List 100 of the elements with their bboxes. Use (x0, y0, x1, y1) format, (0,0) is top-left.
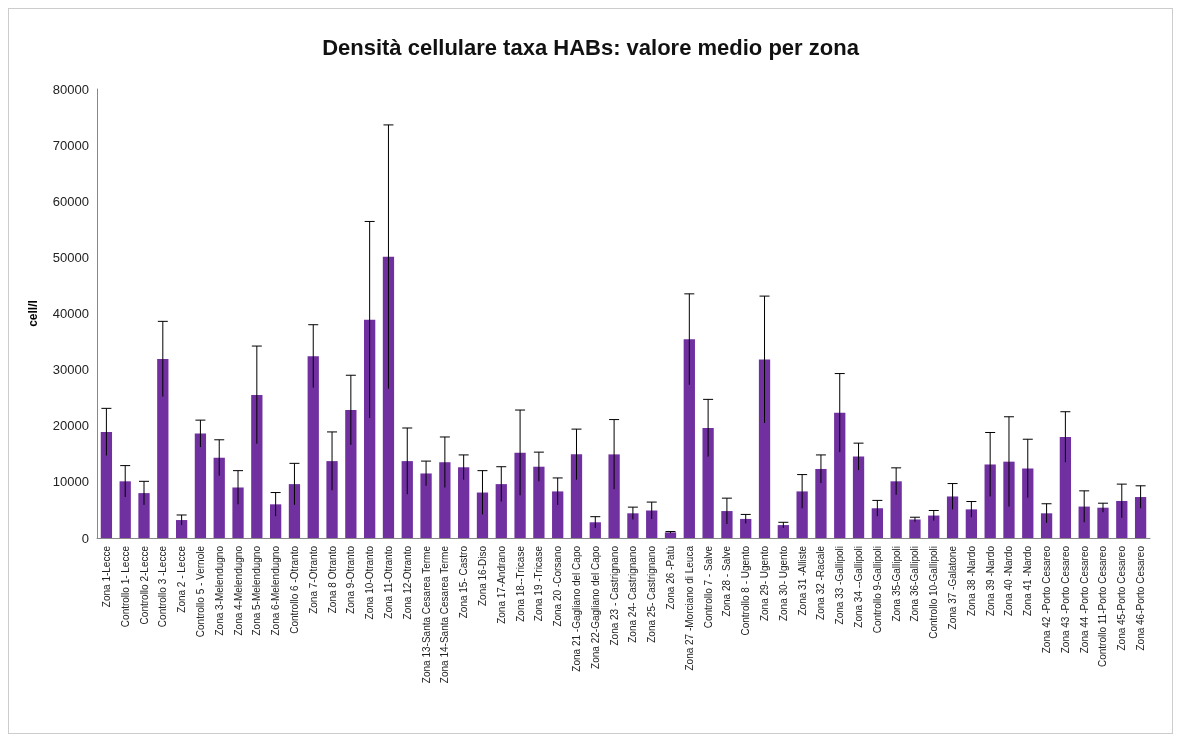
bar (815, 468, 827, 538)
x-tick-label: Zona 25- Castrignano (646, 545, 658, 643)
bar (420, 473, 432, 538)
x-tick-label: Zona 23 - Castrignano (608, 545, 620, 646)
x-tick-label: Zona 8 Otranto (326, 545, 338, 614)
x-tick-label: Zona 21 -Gagliano del Capo (570, 545, 582, 672)
bar (119, 481, 131, 538)
x-tick-label: Zona 40 -Nardo (1003, 545, 1015, 617)
bar (984, 464, 996, 538)
bar (345, 410, 357, 538)
bar (288, 484, 301, 538)
chart-title: Densità cellulare taxa HABs: valore medio per zona (322, 34, 860, 60)
x-tick-label: Zona 28 - Salve (721, 545, 733, 617)
bar (646, 510, 658, 538)
bar (251, 394, 263, 538)
x-tick-label: Controllo 5 - Vernole (194, 545, 206, 638)
y-tick-label: 70000 (52, 137, 89, 153)
x-tick-label: Controllo 7 - Salve (702, 545, 714, 629)
bar (232, 487, 244, 538)
x-tick-label: Zona 9-Otranto (345, 545, 357, 614)
x-tick-label: Zona 5-Melendugno (251, 545, 263, 636)
x-tick-label: Controllo 2-Lecce (138, 545, 150, 625)
y-tick-label: 40000 (52, 306, 89, 321)
x-tick-label: Zona 16-Diso (476, 545, 488, 607)
y-tick-label: 20000 (52, 418, 89, 434)
bar (476, 492, 489, 538)
bar (664, 532, 677, 538)
bar (946, 496, 959, 538)
x-tick-label: Zona 18--Tricase (514, 545, 526, 622)
x-tick-label: Zona 30- Ugento (777, 545, 789, 622)
bar (364, 319, 376, 538)
bar (194, 433, 207, 538)
x-tick-label: Zona 12-Otranto (401, 545, 413, 620)
bar (552, 491, 564, 538)
bar (909, 519, 921, 538)
bar (213, 457, 225, 538)
x-tick-label: Controllo 9-Gallipoli (871, 546, 883, 634)
x-tick-label: Zona 3-Melendugno (213, 545, 225, 636)
x-tick-label: Zona 2 - Lecce (176, 545, 188, 613)
x-tick-label: Zona 13-Santa Cesarea Terme (420, 545, 432, 684)
bar (702, 428, 714, 538)
x-tick-label: Zona 27 -Morciano di Leuca (683, 545, 695, 671)
bar (777, 525, 789, 538)
x-tick-label: Zona 36-Gallipoli (909, 546, 921, 622)
x-tick-label: Zona 46-Porto Cesareo (1135, 545, 1147, 651)
x-tick-label: Zona 20 -Corsano (552, 545, 564, 627)
bar (965, 509, 978, 538)
y-tick-label: 80000 (52, 81, 89, 97)
x-tick-label: Controllo 1- Lecce (119, 545, 131, 628)
x-tick-label: Controllo 6 -Otranto (288, 545, 300, 634)
x-tick-label: Zona 38 -Nardo (965, 545, 977, 617)
x-tick-label: Zona 10-Otranto (364, 545, 376, 620)
bar (834, 412, 846, 538)
x-tick-label: Zona 29- Ugento (759, 545, 771, 622)
bar (852, 456, 865, 538)
bar (740, 518, 752, 538)
bar (495, 484, 507, 538)
x-tick-label: Controllo 10-Gallipoli (928, 546, 940, 639)
x-tick-label: Zona 34 --Gallipoli (853, 546, 865, 628)
x-tick-label: Zona 43 -Porto Cesareo (1059, 545, 1071, 654)
y-tick-label: 30000 (52, 362, 89, 378)
bar (683, 339, 695, 538)
x-tick-label: Zona 35-Gallipoli (890, 546, 902, 622)
bar (138, 493, 150, 538)
x-tick-label: Zona 44 -Porto Cesareo (1078, 545, 1090, 654)
bar (326, 461, 338, 538)
y-tick-label: 60000 (52, 193, 89, 209)
bar (514, 452, 526, 538)
bar (157, 358, 169, 538)
y-tick-label: 10000 (52, 474, 89, 490)
x-tick-label: Zona 41 -Nardo (1022, 545, 1034, 617)
x-tick-label: Zona 26 -Patù (665, 546, 677, 610)
bar (1116, 500, 1128, 538)
bar (533, 466, 545, 538)
x-tick-label: Controllo 11-Porto Cesareo (1097, 545, 1109, 667)
bar (721, 511, 733, 538)
bar (1040, 513, 1053, 538)
x-tick-label: Zona 42 -Porto Cesareo (1041, 545, 1053, 654)
y-tick-label: 50000 (52, 249, 89, 265)
x-tick-label: Zona 33 -Gallipoli (834, 546, 846, 625)
x-tick-label: Zona 32 -Racale (815, 545, 827, 620)
y-tick-label: 0 (81, 530, 89, 546)
x-tick-label: Zona 22-Gagliano del Capo (589, 545, 601, 669)
x-tick-label: Zona 11-Otranto (382, 545, 394, 619)
x-tick-label: Zona 14-Santa Cesarea Terme (439, 545, 451, 684)
bar (382, 256, 395, 538)
bar (401, 461, 413, 538)
bar (796, 491, 808, 538)
bar (570, 454, 583, 538)
x-tick-label: Controllo 8 - Ugento (740, 545, 752, 636)
bar (175, 520, 188, 538)
bar (100, 431, 113, 538)
bar (458, 467, 470, 538)
y-axis-title: cell/l (26, 300, 40, 327)
x-tick-label: Zona 45-Porto Cesareo (1116, 545, 1128, 651)
bar (1003, 461, 1015, 538)
x-tick-label: Zona 37 -Galatone (947, 545, 959, 630)
x-tick-label: Zona 7-Otranto (307, 545, 319, 614)
bar (307, 356, 319, 538)
x-tick-label: Zona 15- Castro (458, 545, 470, 619)
